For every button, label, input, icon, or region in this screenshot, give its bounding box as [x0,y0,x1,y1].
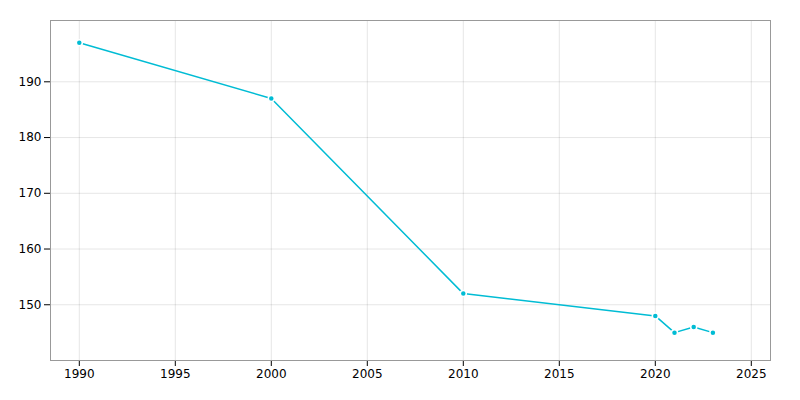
svg-text:2015: 2015 [544,367,575,381]
svg-text:1990: 1990 [64,367,95,381]
svg-text:2005: 2005 [352,367,383,381]
svg-text:2010: 2010 [448,367,479,381]
svg-text:160: 160 [19,242,42,256]
svg-text:150: 150 [19,298,42,312]
svg-text:2025: 2025 [736,367,767,381]
svg-text:180: 180 [19,130,42,144]
svg-text:2000: 2000 [256,367,287,381]
svg-text:2020: 2020 [640,367,671,381]
svg-text:190: 190 [19,75,42,89]
svg-text:170: 170 [19,186,42,200]
svg-text:1995: 1995 [160,367,191,381]
